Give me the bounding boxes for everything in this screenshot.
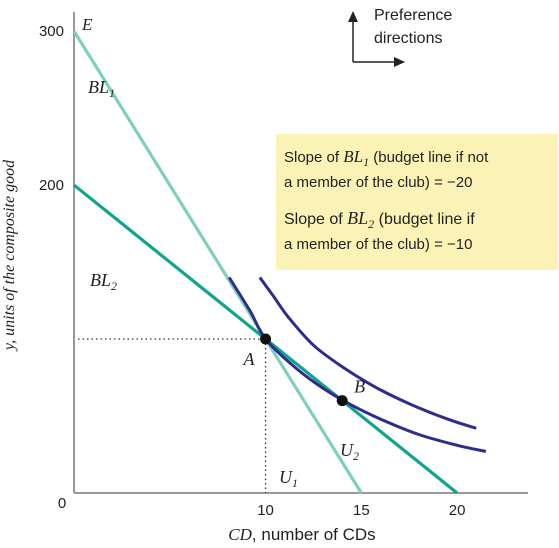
x-tick-label: 20 bbox=[449, 502, 466, 519]
u1-label: U1 bbox=[279, 467, 298, 490]
x-tick-label: 15 bbox=[353, 502, 370, 519]
point-label-a: A bbox=[243, 349, 256, 369]
y-tick-label: 300 bbox=[39, 23, 64, 40]
preference-arrows bbox=[348, 11, 405, 67]
indifference-curve-2 bbox=[258, 276, 477, 430]
bl1-label: BL1 bbox=[88, 77, 115, 100]
x-tick-label: 10 bbox=[257, 502, 274, 519]
point-label-b: B bbox=[354, 377, 365, 397]
point-a bbox=[260, 333, 272, 345]
u2-label: U2 bbox=[340, 440, 359, 463]
y-axis-title: y, units of the composite good bbox=[1, 159, 18, 352]
indifference-curve-1 bbox=[227, 276, 487, 453]
legend-line-4: a member of the club) = −10 bbox=[284, 236, 472, 253]
budget-line-1 bbox=[72, 30, 363, 494]
origin-label: 0 bbox=[58, 495, 66, 512]
preference-label-1: Preference bbox=[374, 7, 452, 24]
y-axis-top-label: E bbox=[81, 15, 93, 34]
bl2-label: BL2 bbox=[90, 270, 117, 293]
legend-line-1: Slope of BL1 (budget line if not bbox=[284, 147, 489, 169]
preference-label-2: directions bbox=[374, 30, 442, 47]
point-b bbox=[336, 395, 348, 407]
legend-line-3: Slope of BL2 (budget line if bbox=[284, 208, 475, 231]
slope-legend-box bbox=[276, 134, 558, 270]
legend-line-2: a member of the club) = −20 bbox=[284, 174, 472, 191]
y-tick-label: 200 bbox=[39, 177, 64, 194]
x-axis-title: CD, number of CDs bbox=[228, 525, 375, 544]
